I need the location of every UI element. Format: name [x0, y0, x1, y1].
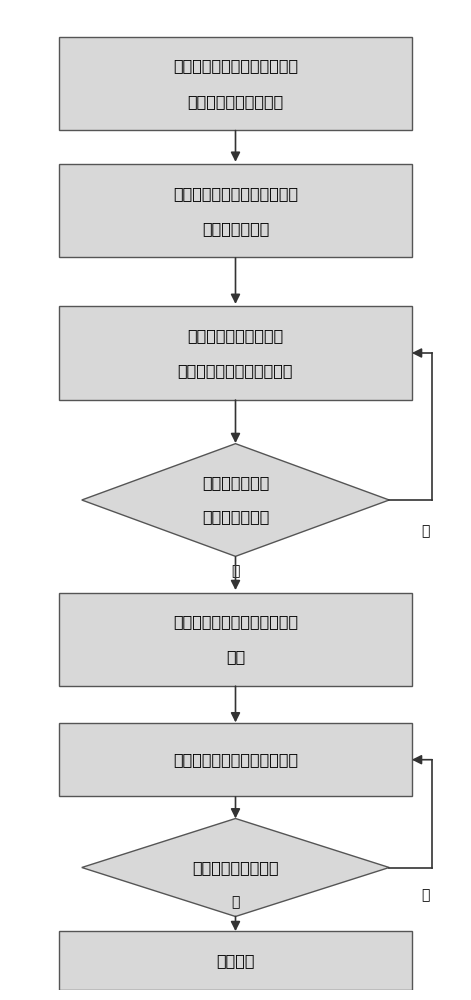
Text: 是: 是: [231, 895, 240, 909]
Text: 交通流数据满足: 交通流数据满足: [202, 476, 269, 491]
FancyBboxPatch shape: [59, 164, 412, 257]
FancyBboxPatch shape: [59, 593, 412, 686]
Text: 对当前时刻拥堵排队尾部进行: 对当前时刻拥堵排队尾部进行: [173, 614, 298, 629]
Text: 获取路段各断面交通流数据: 获取路段各断面交通流数据: [178, 363, 293, 378]
FancyBboxPatch shape: [59, 723, 412, 796]
FancyBboxPatch shape: [59, 931, 412, 990]
Text: 拥堵判定条件？: 拥堵判定条件？: [202, 509, 269, 524]
Text: 利用交通流检测器实时: 利用交通流检测器实时: [187, 328, 284, 343]
Text: 自动报警: 自动报警: [216, 953, 255, 968]
Text: 否: 否: [421, 524, 430, 538]
Text: 事故风险大于阈值？: 事故风险大于阈值？: [192, 860, 279, 875]
Text: 布规律及其参数: 布规律及其参数: [202, 221, 269, 236]
FancyBboxPatch shape: [59, 306, 412, 400]
Text: 否: 否: [421, 888, 430, 902]
Text: 采集快速道路路段内交通流数: 采集快速道路路段内交通流数: [173, 58, 298, 73]
FancyBboxPatch shape: [59, 37, 412, 130]
Polygon shape: [82, 818, 389, 916]
Text: 是: 是: [231, 565, 240, 579]
Text: 定位: 定位: [226, 649, 245, 664]
Polygon shape: [82, 444, 389, 556]
Text: 计算排队尾部交通事故时空分: 计算排队尾部交通事故时空分: [173, 186, 298, 201]
Text: 据和历史追尾事故数据: 据和历史追尾事故数据: [187, 94, 284, 109]
Text: 计算当前时刻的追尾事故概率: 计算当前时刻的追尾事故概率: [173, 752, 298, 767]
